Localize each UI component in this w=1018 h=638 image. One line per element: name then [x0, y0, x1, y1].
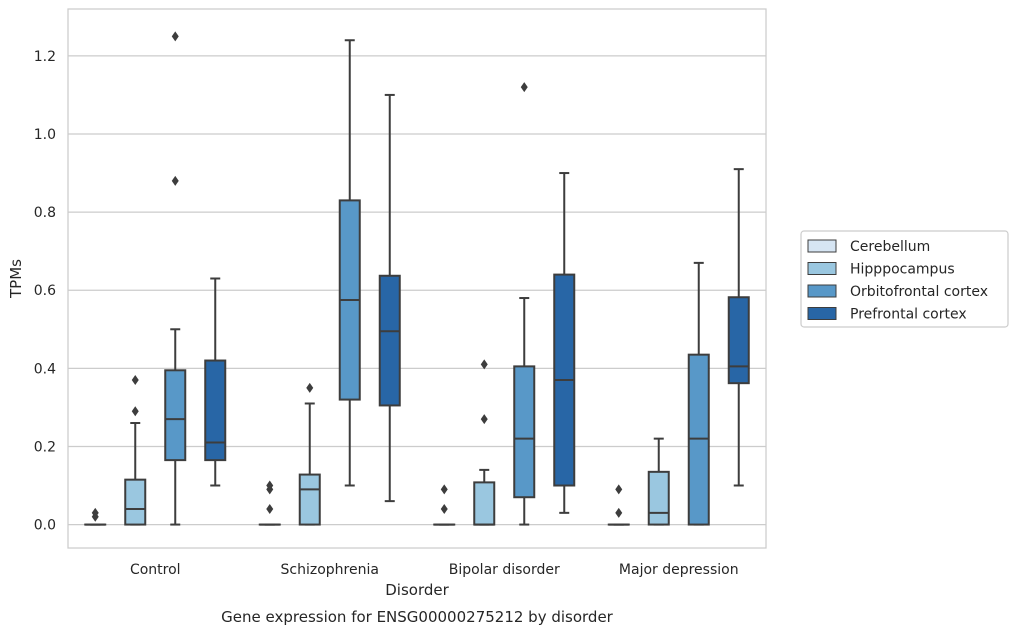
box-prefrontal-cortex: [729, 169, 749, 485]
y-tick-label: 0.2: [34, 439, 56, 455]
box-body: [205, 361, 225, 461]
box-orbitofrontal-cortex: [689, 263, 709, 525]
outlier-point: [521, 82, 528, 92]
box-body: [125, 480, 145, 525]
outlier-point: [132, 406, 139, 416]
y-tick-label: 1.0: [34, 127, 56, 143]
box-orbitofrontal-cortex: [340, 40, 360, 485]
outlier-point: [306, 383, 313, 393]
box-body: [514, 366, 534, 497]
x-axis-title: Disorder: [385, 581, 449, 599]
legend-swatch: [808, 263, 836, 275]
box-cerebellum: [609, 484, 629, 524]
y-tick-label: 0.0: [34, 518, 56, 534]
legend-label: Cerebellum: [850, 239, 930, 255]
box-body: [729, 297, 749, 383]
box-orbitofrontal-cortex: [514, 82, 534, 524]
box-orbitofrontal-cortex: [165, 31, 185, 524]
legend-label: Orbitofrontal cortex: [850, 284, 988, 300]
chart-caption: Gene expression for ENSG00000275212 by d…: [221, 608, 614, 626]
box-prefrontal-cortex: [205, 279, 225, 486]
y-tick-label: 0.4: [34, 361, 56, 377]
x-tick-label: Control: [130, 562, 181, 578]
x-tick-label: Major depression: [619, 562, 739, 578]
box-cerebellum: [434, 484, 454, 524]
box-hipppocampus: [300, 383, 320, 525]
box-cerebellum: [85, 508, 105, 525]
outlier-point: [615, 484, 622, 494]
x-tick-label: Bipolar disorder: [449, 562, 560, 578]
box-body: [380, 276, 400, 406]
legend-label: Prefrontal cortex: [850, 307, 967, 323]
box-prefrontal-cortex: [554, 173, 574, 513]
outlier-point: [172, 31, 179, 41]
x-tick-label: Schizophrenia: [281, 562, 379, 578]
box-prefrontal-cortex: [380, 95, 400, 501]
box-body: [649, 472, 669, 525]
box-body: [165, 370, 185, 460]
legend-swatch: [808, 285, 836, 297]
legend-swatch: [808, 240, 836, 252]
outlier-point: [441, 504, 448, 514]
box-body: [300, 475, 320, 525]
box-cerebellum: [260, 481, 280, 525]
y-tick-label: 0.6: [34, 283, 56, 299]
y-axis-title: TPMs: [7, 259, 25, 299]
box-hipppocampus: [474, 359, 494, 524]
outlier-point: [615, 508, 622, 518]
legend: Cerebellum Hipppocampus Orbitofrontal cort…: [801, 231, 1008, 327]
plot-frame: [68, 9, 766, 548]
y-tick-label: 0.8: [34, 205, 56, 221]
outlier-point: [172, 176, 179, 186]
box-hipppocampus: [649, 439, 669, 525]
outlier-point: [266, 504, 273, 514]
boxes: [85, 31, 749, 524]
outlier-point: [481, 414, 488, 424]
legend-swatch: [808, 308, 836, 320]
y-tick-label: 1.2: [34, 49, 56, 65]
outlier-point: [441, 484, 448, 494]
legend-label: Hipppocampus: [850, 262, 955, 278]
box-hipppocampus: [125, 375, 145, 525]
outlier-point: [132, 375, 139, 385]
box-body: [474, 482, 494, 524]
